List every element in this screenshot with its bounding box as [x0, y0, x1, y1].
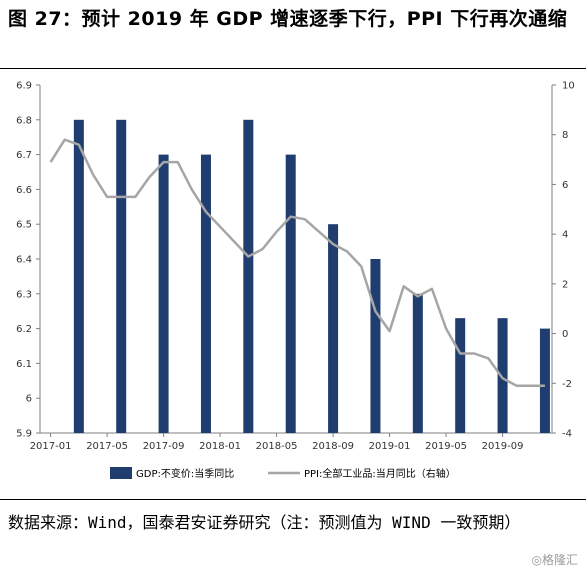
- x-tick-label: 2019-09: [482, 441, 524, 452]
- right-tick-label: 4: [562, 230, 568, 241]
- right-axis-ticks: 10 8 6 4 2 0 -2 -4: [552, 81, 575, 440]
- right-tick-label: -2: [562, 379, 572, 390]
- gdp-bar: [412, 293, 423, 433]
- left-tick-label: 6.9: [16, 81, 32, 92]
- right-tick-label: 6: [562, 180, 568, 191]
- left-tick-label: 6.8: [16, 115, 32, 126]
- legend: GDP:不变价:当季同比 PPI:全部工业品:当月同比（右轴）: [110, 467, 456, 480]
- legend-ppi-label: PPI:全部工业品:当月同比（右轴）: [304, 467, 456, 480]
- gdp-bars: [73, 119, 550, 434]
- right-tick-label: 10: [562, 81, 575, 92]
- source-note: 数据来源：Wind，国泰君安证券研究（注：预测值为 WIND 一致预期）: [8, 513, 521, 532]
- x-tick-label: 2017-05: [86, 441, 128, 452]
- left-tick-label: 6.1: [16, 359, 32, 370]
- gdp-bar: [370, 259, 381, 433]
- x-tick-label: 2018-05: [256, 441, 298, 452]
- legend-gdp-label: GDP:不变价:当季同比: [136, 467, 234, 480]
- gdp-bar: [243, 119, 254, 434]
- watermark: ◎格隆汇: [531, 553, 578, 567]
- left-tick-label: 6.6: [16, 185, 32, 196]
- left-tick-label: 6.7: [16, 150, 32, 161]
- left-tick-label: 6.5: [16, 220, 32, 231]
- right-tick-label: 0: [562, 329, 568, 340]
- left-tick-label: 6: [26, 394, 32, 405]
- x-tick-label: 2019-05: [425, 441, 467, 452]
- ppi-series-line: [49, 138, 545, 388]
- gdp-bar: [497, 318, 508, 433]
- gdp-bar: [200, 154, 211, 433]
- gdp-bar: [285, 154, 296, 433]
- gdp-bar: [328, 224, 339, 433]
- gdp-bar: [539, 328, 550, 433]
- x-tick-label: 2017-09: [143, 441, 185, 452]
- left-tick-label: 6.2: [16, 324, 32, 335]
- x-tick-label: 2018-09: [312, 441, 354, 452]
- left-axis-ticks: 6.9 6.8 6.7 6.6 6.5 6.4 6.3 6.2 6.1 6 5.9: [16, 81, 40, 440]
- x-tick-label: 2019-01: [369, 441, 411, 452]
- left-tick-label: 5.9: [16, 429, 32, 440]
- left-tick-label: 6.4: [16, 255, 32, 266]
- right-tick-label: 2: [562, 279, 568, 290]
- ppi-line: [49, 138, 545, 388]
- source-rule: [0, 499, 586, 500]
- chart: 6.9 6.8 6.7 6.6 6.5 6.4 6.3 6.2 6.1 6 5.9 10 8 6 4 2 0 -…: [16, 81, 575, 481]
- legend-gdp-swatch: [110, 467, 132, 479]
- gdp-bar: [158, 154, 169, 433]
- right-tick-label: 8: [562, 130, 568, 141]
- figure-title: 图 27：预计 2019 年 GDP 增速逐季下行，PPI 下行再次通缩: [8, 8, 568, 30]
- right-tick-label: -4: [562, 429, 572, 440]
- x-tick-label: 2017-01: [30, 441, 72, 452]
- x-tick-label: 2018-01: [199, 441, 241, 452]
- title-rule: [0, 68, 586, 69]
- x-axis-ticks: 2017-01 2017-05 2017-09 2018-01 2018-05 2018-…: [30, 433, 524, 452]
- gdp-bar: [73, 119, 84, 434]
- gdp-bar: [116, 119, 127, 434]
- gdp-bar: [455, 318, 466, 433]
- left-tick-label: 6.3: [16, 289, 32, 300]
